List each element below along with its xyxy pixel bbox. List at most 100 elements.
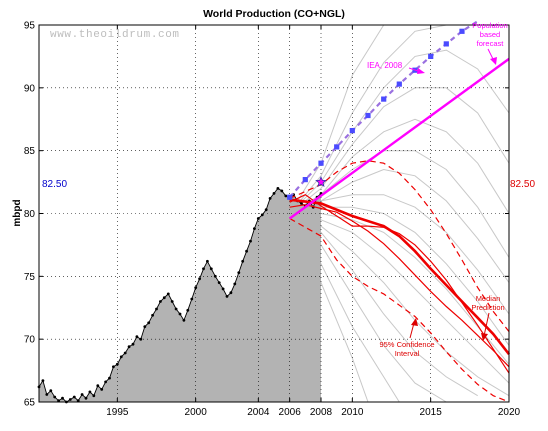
history-point-3 bbox=[49, 389, 53, 393]
series-line-3 bbox=[289, 204, 510, 368]
population-point-6 bbox=[381, 96, 387, 102]
y-tick-label-1: 70 bbox=[24, 335, 36, 346]
history-point-41 bbox=[198, 277, 202, 281]
history-point-60 bbox=[272, 192, 276, 195]
scenario-line-9 bbox=[289, 206, 510, 346]
history-point-17 bbox=[104, 380, 107, 384]
history-point-10 bbox=[76, 399, 80, 403]
history-point-46 bbox=[217, 281, 221, 284]
x-tick-label-1: 2000 bbox=[185, 407, 208, 418]
y-tick-label-6: 95 bbox=[24, 21, 36, 32]
history-point-25 bbox=[135, 335, 139, 339]
history-point-5 bbox=[57, 399, 60, 403]
confidence-arrow bbox=[409, 322, 415, 339]
series-line-1 bbox=[289, 198, 511, 356]
scenario-line-12 bbox=[289, 213, 510, 397]
x-tick-label-2: 2004 bbox=[247, 407, 270, 418]
scenario-line-3 bbox=[289, 49, 510, 214]
history-point-34 bbox=[170, 300, 174, 303]
history-point-39 bbox=[190, 297, 194, 301]
annotations: IEA, 2008 Population based forecast Medi… bbox=[367, 21, 508, 358]
scenario-line-11 bbox=[289, 213, 510, 384]
history-point-37 bbox=[182, 318, 186, 322]
history-point-21 bbox=[119, 355, 123, 359]
history-point-6 bbox=[61, 396, 64, 400]
y-axis-label: mbpd bbox=[12, 199, 23, 226]
left-level-label: 82.50 bbox=[42, 179, 67, 190]
history-point-29 bbox=[151, 313, 155, 317]
history-point-18 bbox=[108, 376, 111, 380]
history-point-47 bbox=[221, 287, 225, 291]
confidence-annotation-line-2: Interval bbox=[395, 349, 420, 358]
population-annotation-line-2: based bbox=[480, 30, 500, 39]
confidence-annotation-line-1: 95% Confidence bbox=[379, 340, 434, 349]
population-point-5 bbox=[365, 112, 371, 119]
series-line-5 bbox=[289, 217, 510, 403]
history-point-32 bbox=[162, 296, 166, 300]
history-point-33 bbox=[166, 292, 170, 296]
chart-title: World Production (CO+NGL) bbox=[203, 8, 345, 20]
history-point-44 bbox=[209, 267, 213, 271]
median-annotation-line-1: Median bbox=[476, 294, 501, 303]
population-point-0 bbox=[287, 194, 293, 200]
history-point-67 bbox=[300, 202, 303, 205]
y-tick-label-5: 90 bbox=[24, 83, 36, 94]
series-line-4 bbox=[289, 160, 510, 332]
history-point-27 bbox=[143, 325, 147, 328]
x-tick-label-7: 2020 bbox=[498, 407, 521, 418]
history-point-8 bbox=[68, 398, 72, 401]
axes: 1995 2000 2004 2006 2008 2010 2015 2020 65 70 75 80… bbox=[24, 21, 521, 419]
y-tick-label-4: 85 bbox=[24, 146, 36, 157]
history-point-55 bbox=[253, 227, 256, 231]
history-point-53 bbox=[245, 249, 249, 253]
forecast-series bbox=[287, 20, 511, 403]
history-point-38 bbox=[186, 308, 190, 312]
scenario-line-2 bbox=[289, 24, 447, 214]
x-tick-label-5: 2010 bbox=[341, 407, 364, 418]
population-point-10 bbox=[443, 41, 449, 47]
history-point-62 bbox=[280, 189, 284, 193]
history-point-9 bbox=[72, 395, 76, 399]
population-point-3 bbox=[334, 144, 340, 150]
median-arrowhead bbox=[481, 333, 488, 341]
x-tick-label-0: 1995 bbox=[106, 407, 129, 418]
history-point-36 bbox=[178, 312, 182, 316]
history-point-35 bbox=[174, 307, 178, 311]
population-arrowhead bbox=[490, 57, 497, 65]
history-point-24 bbox=[131, 342, 135, 346]
x-tick-label-6: 2015 bbox=[420, 407, 443, 418]
population-annotation-line-3: forecast bbox=[477, 39, 505, 48]
population-point-1 bbox=[302, 177, 308, 183]
iea-annotation: IEA, 2008 bbox=[367, 61, 403, 70]
right-level-label: 82.50 bbox=[510, 179, 535, 190]
history-point-22 bbox=[123, 351, 127, 355]
population-point-2 bbox=[318, 160, 324, 166]
history-point-11 bbox=[80, 393, 84, 396]
history-point-31 bbox=[159, 300, 162, 303]
population-point-7 bbox=[396, 81, 402, 87]
history-point-4 bbox=[53, 395, 57, 399]
history-point-1 bbox=[41, 379, 45, 382]
history-point-12 bbox=[84, 396, 88, 400]
history-point-14 bbox=[92, 394, 96, 398]
history-point-16 bbox=[100, 388, 104, 391]
history-point-51 bbox=[237, 271, 241, 274]
population-annotation-line-1: Population bbox=[472, 21, 507, 30]
scenario-line-1 bbox=[289, 24, 385, 214]
series-line-6 bbox=[288, 57, 510, 220]
history-point-42 bbox=[202, 267, 205, 271]
population-point-4 bbox=[349, 128, 355, 134]
history-point-2 bbox=[45, 393, 49, 396]
watermark: www.theoildrum.com bbox=[50, 29, 180, 41]
history-point-54 bbox=[249, 239, 252, 243]
y-tick-label-0: 65 bbox=[24, 398, 36, 409]
history-point-59 bbox=[268, 197, 272, 200]
history-point-48 bbox=[225, 295, 229, 298]
y-tick-label-2: 75 bbox=[24, 272, 36, 283]
history-point-28 bbox=[147, 321, 151, 325]
history-point-56 bbox=[256, 217, 260, 220]
scenario-line-5 bbox=[289, 118, 510, 214]
history-point-30 bbox=[155, 307, 158, 311]
population-point-9 bbox=[428, 53, 434, 59]
